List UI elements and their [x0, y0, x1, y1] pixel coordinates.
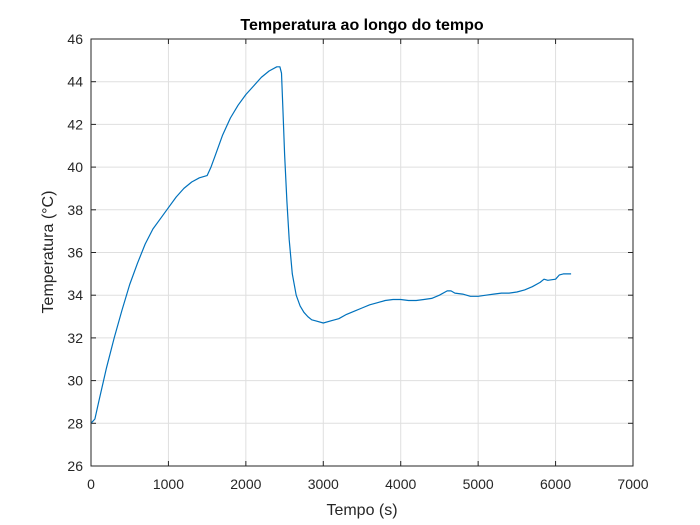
- x-tick-label: 3000: [308, 476, 339, 492]
- y-tick-label: 38: [67, 202, 83, 218]
- x-tick-label: 4000: [385, 476, 416, 492]
- temperature-series-line: [90, 66, 572, 424]
- y-tick-label: 34: [67, 287, 83, 303]
- y-tick-label: 44: [67, 74, 83, 90]
- y-tick-label: 26: [67, 458, 83, 474]
- y-tick-label: 28: [67, 415, 83, 431]
- plot-frame: [90, 38, 634, 467]
- y-tick-label: 40: [67, 159, 83, 175]
- x-tick-label: 7000: [617, 476, 648, 492]
- y-tick-label: 36: [67, 245, 83, 261]
- x-tick-labels: 0 1000 2000 3000 4000 5000 6000 7000: [87, 476, 649, 492]
- x-tick-label: 6000: [540, 476, 571, 492]
- y-tick-label: 32: [67, 330, 83, 346]
- x-axis-label: Tempo (s): [326, 502, 397, 519]
- y-tick-label: 42: [67, 116, 83, 132]
- x-tick-label: 5000: [463, 476, 494, 492]
- series-layer: [90, 66, 572, 424]
- y-tick-label: 30: [67, 373, 83, 389]
- y-axis-label: Temperatura (°C): [40, 191, 57, 314]
- x-tick-label: 0: [87, 476, 95, 492]
- y-tick-labels: 26 28 30 32 34 36 38 40 42 44 46: [67, 31, 83, 474]
- chart-title: Temperatura ao longo do tempo: [240, 17, 484, 34]
- y-tick-label: 46: [67, 31, 83, 47]
- x-tick-label: 1000: [153, 476, 184, 492]
- x-tick-label: 2000: [230, 476, 261, 492]
